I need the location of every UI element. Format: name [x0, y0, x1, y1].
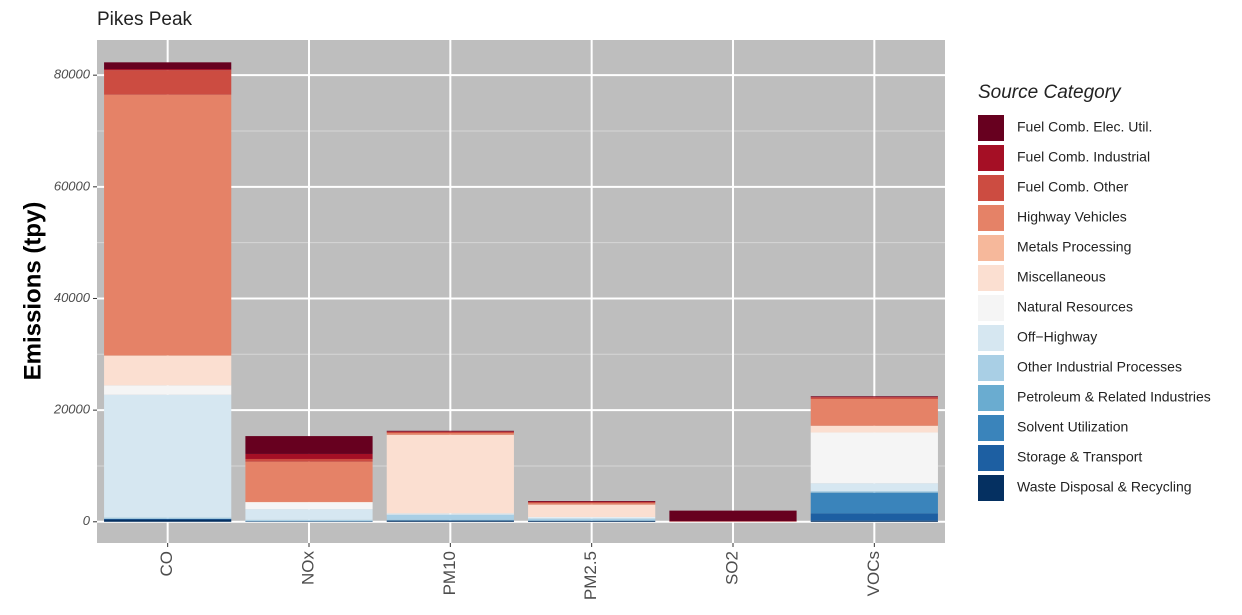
legend-label: Other Industrial Processes — [1017, 359, 1182, 375]
bar-segment — [528, 516, 656, 518]
bar-segment — [245, 453, 373, 459]
legend-label: Metals Processing — [1017, 239, 1131, 255]
legend-key — [978, 145, 1004, 171]
bar-segment — [104, 517, 232, 519]
legend-label: Highway Vehicles — [1017, 209, 1127, 225]
bar-segment — [810, 397, 938, 399]
x-tick-label: PM10 — [440, 551, 459, 595]
y-tick-label: 80000 — [54, 67, 91, 82]
legend-key — [978, 115, 1004, 141]
chart-title: Pikes Peak — [97, 9, 193, 30]
x-tick-label: SO2 — [722, 551, 741, 585]
legend-label: Petroleum & Related Industries — [1017, 389, 1211, 405]
legend-key — [978, 175, 1004, 201]
plot-background — [97, 40, 945, 543]
bar-segment — [810, 396, 938, 397]
legend-label: Fuel Comb. Industrial — [1017, 149, 1150, 165]
bar-segment — [528, 520, 656, 522]
bar-segment — [386, 434, 514, 514]
bar-segment — [386, 430, 514, 432]
legend-label: Off−Highway — [1017, 329, 1097, 345]
legend-label: Waste Disposal & Recycling — [1017, 479, 1192, 495]
bar-segment — [104, 518, 232, 520]
y-tick-label: 20000 — [53, 402, 91, 417]
bar-segment — [386, 520, 514, 522]
legend-key — [978, 235, 1004, 261]
bar-segment — [245, 509, 373, 520]
bar-segment — [810, 396, 938, 398]
legend-key — [978, 445, 1004, 471]
bar-segment — [104, 62, 232, 70]
legend-key — [978, 475, 1004, 501]
bar-segment — [245, 502, 373, 510]
x-tick-label: VOCs — [864, 551, 883, 596]
bar-segment — [810, 432, 938, 484]
legend-key — [978, 295, 1004, 321]
bar-segment — [528, 503, 656, 505]
bar-segment — [245, 521, 373, 522]
bar-segment — [528, 517, 656, 519]
bar-segment — [528, 504, 656, 517]
legend-key — [978, 325, 1004, 351]
bar-segment — [104, 355, 232, 386]
bar-segment — [810, 513, 938, 521]
bar-segment — [810, 492, 938, 493]
bar-segment — [386, 513, 514, 514]
bar-segment — [245, 461, 373, 502]
bar-segment — [245, 436, 373, 454]
bar-segment — [386, 431, 514, 434]
bar-segment — [528, 518, 656, 521]
bar-segment — [810, 491, 938, 493]
legend-label: Fuel Comb. Elec. Util. — [1017, 119, 1152, 135]
bar-segment — [386, 431, 514, 432]
bar-segment — [245, 501, 373, 503]
bar-segment — [386, 513, 514, 515]
bar-segment — [104, 94, 232, 356]
x-tick-label: PM2.5 — [581, 551, 600, 600]
bar-segment — [810, 398, 938, 426]
y-tick-label: 40000 — [54, 290, 91, 305]
bar-segment — [810, 425, 938, 433]
bar-segment — [386, 519, 514, 521]
bar-segment — [810, 492, 938, 514]
bar-segment — [810, 483, 938, 492]
bar-segment — [528, 502, 656, 504]
bar-segment — [104, 70, 232, 95]
bar-segment — [386, 433, 514, 435]
legend-key — [978, 415, 1004, 441]
y-tick-label: 0 — [83, 513, 91, 528]
legend-label: Solvent Utilization — [1017, 419, 1128, 435]
legend-label: Miscellaneous — [1017, 269, 1106, 285]
bar-segment — [528, 501, 656, 502]
y-axis-title: Emissions (tpy) — [19, 202, 46, 381]
bar-segment — [245, 519, 373, 521]
x-tick-label: CO — [157, 551, 176, 577]
legend-key — [978, 385, 1004, 411]
legend-key — [978, 205, 1004, 231]
legend-key — [978, 265, 1004, 291]
x-tick-label: NOx — [298, 551, 317, 586]
legend-label: Storage & Transport — [1017, 449, 1142, 465]
legend-key — [978, 355, 1004, 381]
bar-segment — [104, 69, 232, 71]
bar-segment — [386, 514, 514, 520]
bar-segment — [245, 458, 373, 462]
y-tick-label: 60000 — [54, 178, 91, 193]
bar-segment — [104, 519, 232, 522]
legend-label: Natural Resources — [1017, 299, 1133, 315]
legend-label: Fuel Comb. Other — [1017, 179, 1129, 195]
legend-title: Source Category — [978, 82, 1122, 103]
bar-segment — [104, 385, 232, 395]
bar-segment — [669, 510, 797, 522]
bar-segment — [810, 520, 938, 522]
bar-segment — [104, 394, 232, 518]
